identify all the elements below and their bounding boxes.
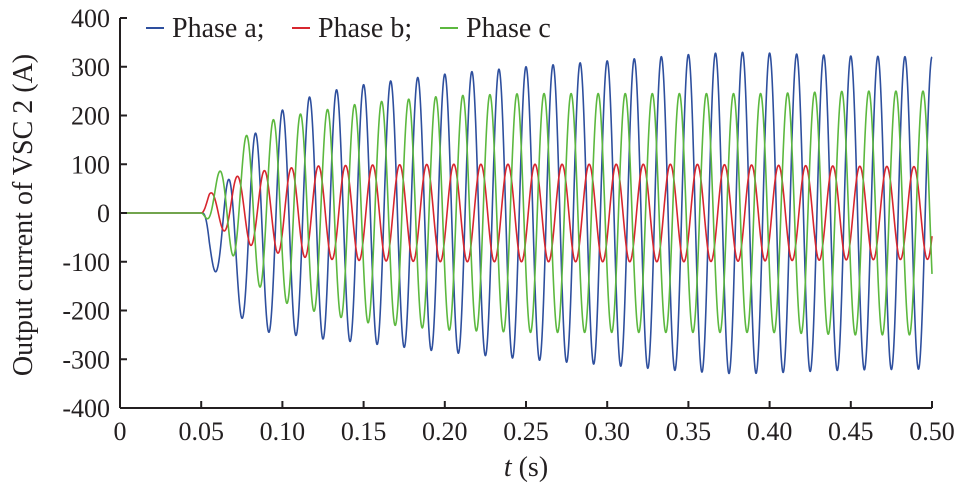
ticks: 0 0.05 0.10 0.15 0.20 0.25 0.30 0.35 0.40 0.45 0.5… (62, 4, 954, 446)
x-tick-label: 0.35 (666, 417, 712, 446)
x-axis-label: t (s) (504, 452, 548, 483)
axes (119, 18, 932, 409)
y-tick-label: 300 (71, 53, 110, 82)
x-tick-label: 0.10 (260, 417, 306, 446)
legend: Phase a; Phase b; Phase c (146, 13, 551, 44)
x-tick-label: 0.50 (909, 417, 955, 446)
x-axis-label-variable: t (504, 452, 513, 483)
y-tick-label: -400 (62, 394, 110, 423)
y-tick-label: 200 (71, 102, 110, 131)
x-tick-label: 0.45 (828, 417, 874, 446)
x-axis-label-unit: (s) (512, 452, 549, 483)
x-tick-label: 0 (114, 417, 127, 446)
y-axis-label: Output current of VSC 2 (A) (8, 54, 39, 376)
x-tick-label: 0.15 (341, 417, 387, 446)
x-tick-label: 0.25 (503, 417, 549, 446)
series-line-phase-a (119, 51, 933, 375)
legend-label-phase-c: Phase c (466, 13, 551, 44)
series-line-phase-c (119, 90, 933, 336)
x-tick-label: 0.30 (584, 417, 630, 446)
x-tick-label: 0.40 (747, 417, 793, 446)
y-tick-label: 400 (71, 4, 110, 33)
y-tick-label: -300 (62, 345, 110, 374)
y-tick-label: 100 (71, 150, 110, 179)
series-line-phase-b (119, 163, 933, 263)
y-tick-label: -200 (62, 297, 110, 326)
legend-label-phase-b: Phase b; (318, 13, 412, 44)
x-tick-label: 0.20 (422, 417, 468, 446)
legend-label-phase-a: Phase a; (172, 13, 265, 44)
y-tick-label: 0 (97, 199, 110, 228)
y-tick-label: -100 (62, 248, 110, 277)
series-layer (119, 51, 933, 375)
x-tick-label: 0.05 (178, 417, 224, 446)
